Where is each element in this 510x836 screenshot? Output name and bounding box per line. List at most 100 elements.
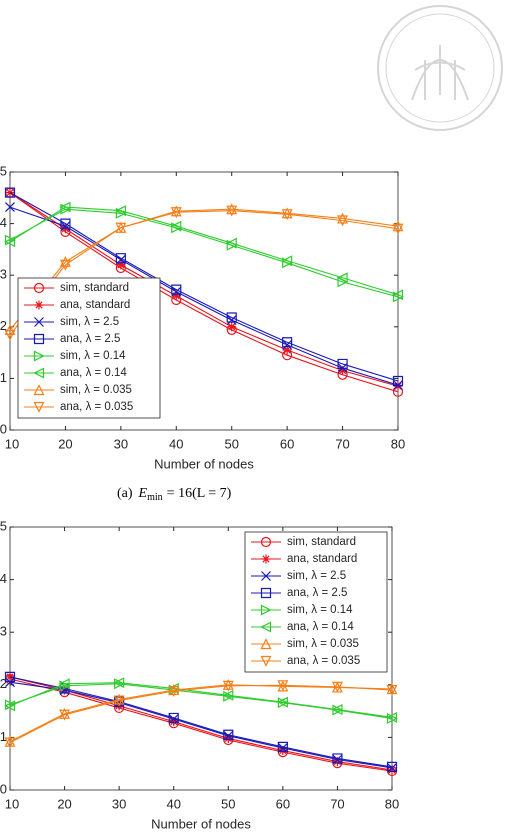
marker bbox=[281, 255, 293, 267]
marker bbox=[58, 678, 70, 690]
marker bbox=[386, 711, 398, 723]
marker bbox=[392, 223, 404, 235]
marker bbox=[113, 695, 125, 707]
y-tick-label: 5 bbox=[0, 163, 7, 178]
marker bbox=[4, 329, 16, 341]
legend-marker bbox=[261, 571, 271, 581]
series-line bbox=[9, 208, 399, 331]
marker bbox=[277, 696, 288, 708]
x-tick-label: 40 bbox=[169, 436, 183, 451]
x-tick-label: 60 bbox=[276, 796, 290, 811]
marker bbox=[227, 322, 237, 332]
legend-label: sim, λ = 0.035 bbox=[287, 638, 359, 650]
legend-marker bbox=[33, 282, 45, 294]
marker bbox=[226, 203, 238, 215]
legend-marker bbox=[33, 367, 45, 379]
marker bbox=[332, 757, 342, 767]
y-tick-label: 4 bbox=[0, 215, 7, 230]
marker bbox=[4, 737, 16, 749]
marker bbox=[225, 237, 237, 249]
marker bbox=[278, 746, 288, 756]
watermark-seal bbox=[377, 5, 503, 131]
series-line bbox=[9, 678, 393, 772]
marker bbox=[277, 741, 288, 752]
marker bbox=[4, 187, 16, 198]
marker bbox=[331, 704, 343, 715]
legend: sim, standard ana, standard sim, λ = 2.5 an… bbox=[17, 277, 161, 419]
legend-marker bbox=[260, 621, 272, 633]
caption: (a) Emin = 16(L = 7) bbox=[117, 486, 232, 503]
series-line bbox=[9, 682, 393, 718]
marker bbox=[226, 315, 237, 326]
y-tick-label: 1 bbox=[0, 729, 7, 744]
marker bbox=[115, 205, 126, 217]
x-tick-label: 20 bbox=[57, 796, 71, 811]
x-axis-label: Number of nodes bbox=[151, 816, 251, 831]
y-tick-label: 0 bbox=[0, 421, 7, 436]
series-line bbox=[9, 681, 393, 769]
marker bbox=[168, 712, 179, 724]
marker bbox=[386, 712, 398, 724]
marker bbox=[60, 224, 70, 234]
legend-marker bbox=[260, 587, 272, 599]
marker bbox=[392, 375, 404, 387]
marker bbox=[337, 212, 349, 224]
series-line bbox=[9, 206, 399, 386]
legend-label: sim, λ = 0.14 bbox=[287, 604, 353, 616]
marker bbox=[281, 209, 293, 221]
marker bbox=[169, 717, 179, 727]
legend-label: sim, standard bbox=[287, 536, 356, 548]
marker bbox=[114, 678, 125, 690]
legend-marker bbox=[260, 655, 272, 667]
marker bbox=[60, 221, 71, 232]
legend-label: sim, standard bbox=[60, 282, 129, 294]
marker bbox=[115, 253, 126, 264]
marker bbox=[277, 680, 289, 692]
marker bbox=[59, 255, 71, 267]
marker bbox=[226, 205, 238, 217]
series-line bbox=[9, 192, 399, 382]
caption-symbol: E bbox=[138, 486, 148, 501]
legend-marker bbox=[260, 536, 272, 548]
marker bbox=[337, 358, 348, 370]
legend-marker bbox=[260, 638, 272, 650]
legend-marker bbox=[261, 554, 271, 564]
legend-marker bbox=[260, 604, 272, 616]
marker bbox=[282, 345, 292, 355]
marker bbox=[171, 291, 181, 301]
marker bbox=[59, 201, 71, 213]
y-tick-label: 3 bbox=[0, 267, 7, 282]
x-tick-label: 30 bbox=[112, 796, 126, 811]
marker bbox=[5, 202, 15, 213]
marker bbox=[282, 337, 293, 348]
marker bbox=[386, 761, 398, 772]
marker bbox=[113, 677, 125, 689]
x-tick-label: 10 bbox=[5, 436, 19, 451]
chart: 0 1 2 3 4 5 10 20 30 40 50 60 70 80 Number of nodes sim… bbox=[0, 163, 405, 471]
legend-label: ana, λ = 0.14 bbox=[60, 367, 127, 379]
x-tick-label: 30 bbox=[114, 436, 128, 451]
chart: 0 1 2 3 4 5 10 20 30 40 50 60 70 80 Number of nodes sim… bbox=[0, 518, 399, 831]
series-line bbox=[9, 192, 399, 387]
legend-label: sim, λ = 2.5 bbox=[287, 570, 346, 582]
legend-label: ana, standard bbox=[287, 553, 357, 565]
legend-label: ana, standard bbox=[60, 299, 130, 311]
marker bbox=[59, 259, 71, 271]
marker bbox=[171, 284, 182, 295]
marker bbox=[59, 709, 71, 721]
series-line bbox=[9, 206, 399, 296]
x-axis-label: Number of nodes bbox=[154, 456, 254, 471]
marker bbox=[4, 236, 16, 248]
x-tick-label: 20 bbox=[58, 436, 72, 451]
caption-subscript: min bbox=[147, 492, 163, 503]
y-tick-label: 2 bbox=[0, 318, 7, 333]
marker bbox=[4, 700, 16, 712]
x-tick-label: 60 bbox=[280, 436, 294, 451]
marker bbox=[387, 765, 397, 775]
marker bbox=[4, 699, 16, 711]
legend-label: ana, λ = 0.035 bbox=[60, 401, 133, 413]
y-tick-label: 3 bbox=[0, 624, 7, 639]
caption-text: = 16(L = 7) bbox=[167, 486, 232, 501]
y-tick-label: 5 bbox=[0, 518, 7, 533]
